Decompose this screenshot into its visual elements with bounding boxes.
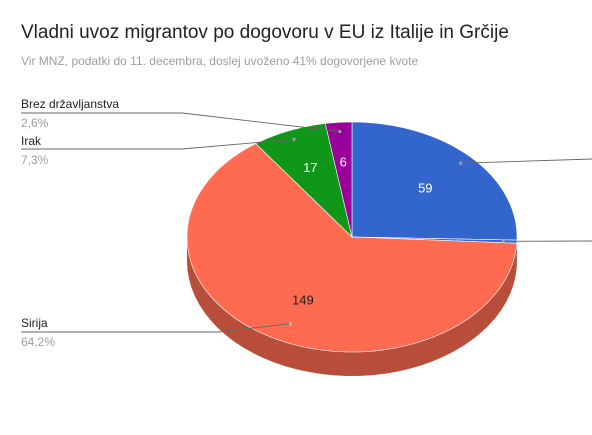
pie-slices (186, 121, 518, 353)
pie-value-labels: 59 149 17 6 (292, 154, 432, 307)
value-label-4: 6 (340, 154, 347, 169)
pie-slice-unlabeled-0 (351, 121, 518, 241)
leader-line-0 (460, 158, 592, 164)
pie-slice-brez-državljanstva (324, 121, 353, 238)
leader-line-4 (21, 112, 340, 132)
value-label-3: 17 (303, 160, 317, 175)
slice-label-3: Irak (21, 134, 42, 148)
chart-title: Vladni uvoz migrantov po dogovoru v EU i… (21, 22, 509, 43)
pie-outside-labels: Sirija 64,2% Irak 7,3% Brez državljanstva 2,6… (21, 97, 119, 349)
leader-line-3 (21, 138, 294, 150)
pie-slice-sirija (186, 143, 518, 353)
leader-dot-3 (292, 137, 296, 141)
pie-leader-lines (21, 112, 592, 333)
slice-label-2: Sirija (21, 316, 48, 330)
slice-label-4: Brez državljanstva (21, 97, 119, 111)
leader-line-2 (21, 323, 291, 333)
pie-side-2 (187, 237, 517, 376)
value-label-0: 59 (418, 180, 432, 195)
slice-percent-3: 7,3% (21, 153, 49, 167)
chart-subtitle: Vir MNZ, podatki do 11. decembra, doslej… (21, 54, 419, 68)
slice-percent-2: 64,2% (21, 335, 55, 349)
slice-percent-4: 2,6% (21, 116, 49, 130)
value-label-2: 149 (292, 293, 314, 308)
